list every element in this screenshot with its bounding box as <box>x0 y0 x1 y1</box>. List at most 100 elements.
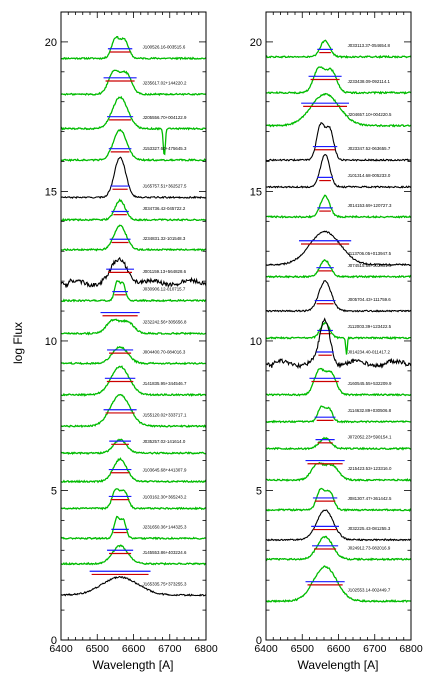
spectrum-label: J231650.36+144325.3 <box>143 524 187 529</box>
spectrum-line <box>61 128 206 163</box>
spectrum-line <box>266 39 411 59</box>
y-tick-label: 5 <box>256 485 262 497</box>
x-axis-label-left: Wavelength [A] <box>93 658 174 672</box>
spectrum-label: J145553.86+403224.6 <box>143 550 187 555</box>
spectrum-line <box>61 156 206 200</box>
spectrum-label: J165335.75+373255.3 <box>143 581 187 586</box>
spectrum-label: J102553.14-002449.7 <box>348 587 391 592</box>
spectrum-line <box>61 515 206 541</box>
spectrum-line <box>266 565 411 603</box>
spectrum-line <box>266 461 411 482</box>
spectrum-line <box>61 198 206 222</box>
y-tick-label: 10 <box>45 336 57 348</box>
spectrum-label: J204657.10+004220.5 <box>348 112 392 117</box>
x-tick-label: 6400 <box>49 643 73 655</box>
spectrum-line <box>266 405 411 424</box>
spectrum-line <box>61 36 206 61</box>
spectrum-label: J014153.69+120727.3 <box>348 203 392 208</box>
spectrum-label: J034736.42-045722.2 <box>143 206 186 211</box>
spectrum-line <box>266 535 411 562</box>
spectrum-line <box>266 66 411 95</box>
spectrum-label: J160545.55+532209.9 <box>348 381 392 386</box>
y-tick-label: 0 <box>51 635 57 647</box>
spectrum-line <box>266 194 411 219</box>
spectrum-label: J033113.37-054654.8 <box>348 43 391 48</box>
x-tick-label: 6400 <box>254 643 278 655</box>
spectrum-line <box>266 509 411 542</box>
spectrum-line <box>266 280 411 313</box>
spectrum-label: J072052.23+590154.1 <box>348 435 392 440</box>
spectrum-label: J215423.53+123316.0 <box>348 466 392 471</box>
spectrum-line <box>266 487 411 512</box>
spectrum-line <box>61 69 206 97</box>
spectrum-label: J205556.70+004122.9 <box>143 115 187 120</box>
x-tick-label: 6800 <box>399 643 423 655</box>
spectrum-line <box>266 154 411 189</box>
spectrum-label: J103162.30+365243.2 <box>143 495 187 500</box>
spectrum-label: J113706.05+013947.5 <box>348 251 392 256</box>
panel-left: J100526.16-003515.6 J235617.02+144220.2 J2… <box>45 11 218 655</box>
spectrum-label: J074515.56+302401.0 <box>348 263 392 268</box>
spectrum-label: J234831.32-101548.3 <box>143 236 186 241</box>
spectrum-line <box>266 92 411 128</box>
y-axis-label: log Flux <box>11 322 25 364</box>
spectrum-line <box>61 488 206 511</box>
spectra-group <box>266 39 411 603</box>
x-tick-label: 6500 <box>86 643 110 655</box>
spectrum-label: J232242.56+305656.8 <box>143 320 187 325</box>
spectra-group <box>61 36 206 597</box>
spectrum-label: J023347.52-063655.7 <box>348 146 391 151</box>
spectrum-label: J005704.43+111759.6 <box>348 297 392 302</box>
spectrum-line <box>61 438 206 456</box>
spectrum-label: J032225.43-081255.3 <box>348 526 391 531</box>
spectrum-label: J114632.89+030506.8 <box>348 408 392 413</box>
x-tick-label: 6700 <box>158 643 182 655</box>
x-tick-label: 6700 <box>363 643 387 655</box>
y-tick-label: 20 <box>250 37 262 49</box>
spectrum-line <box>61 95 206 156</box>
spectrum-label: J141835.95+344546.7 <box>143 381 187 386</box>
spectrum-line <box>266 436 411 451</box>
spectrum-line <box>61 365 206 397</box>
x-axis-label-right: Wavelength [A] <box>298 658 379 672</box>
spectrum-line <box>61 544 206 566</box>
spectrum-line <box>266 317 411 370</box>
y-tick-label: 15 <box>250 186 262 198</box>
spectrum-label: J014234.40-011417.2 <box>348 350 391 355</box>
x-tick-label: 6600 <box>122 643 146 655</box>
spectrum-label: J103645.68+441307.9 <box>143 468 187 473</box>
spectrum-line <box>266 258 411 279</box>
spectrum-line <box>61 575 206 597</box>
spectrum-label: J030906.12-010715.7 <box>143 287 186 292</box>
y-tick-label: 20 <box>45 37 57 49</box>
spectrum-label: J004400.70-084016.3 <box>143 350 186 355</box>
spectrum-label: J153327.60+475645.3 <box>143 146 187 151</box>
spectrum-line <box>61 393 206 429</box>
x-tick-label: 6600 <box>327 643 351 655</box>
spectrum-label: J101314.68-005233.0 <box>348 173 391 178</box>
spectrum-label: J001159.13+564828.6 <box>143 269 187 274</box>
spectrum-label: J165757.51+362527.5 <box>143 184 187 189</box>
spectrum-label: J233438.09-092114.1 <box>348 79 391 84</box>
spectrum-line <box>266 230 411 267</box>
spectrum-label: J081307.47+361442.5 <box>348 496 392 501</box>
spectrum-label: J155120.02+333717.1 <box>143 412 187 417</box>
spectrum-line <box>266 121 411 162</box>
spectrum-line <box>61 280 206 303</box>
spectrum-label: J100526.16-003515.6 <box>143 44 186 49</box>
panel-right: J033113.37-054654.8 J233438.09-092114.1 J2… <box>250 11 423 655</box>
spectrum-line <box>266 367 411 397</box>
spectrum-line <box>61 224 206 252</box>
spectrum-line <box>61 318 206 336</box>
x-tick-label: 6500 <box>291 643 315 655</box>
spectrum-label: J035257.02-141614.0 <box>143 439 186 444</box>
spectrum-label: J112003.39+123422.5 <box>348 324 392 329</box>
spectrum-label: J024912.73-082016.9 <box>348 545 391 550</box>
y-tick-label: 15 <box>45 186 57 198</box>
x-tick-label: 6800 <box>194 643 218 655</box>
spectrum-label: J235617.02+144220.2 <box>143 80 187 85</box>
y-tick-label: 5 <box>51 485 57 497</box>
spectrum-line <box>61 457 206 484</box>
y-tick-label: 0 <box>256 635 262 647</box>
